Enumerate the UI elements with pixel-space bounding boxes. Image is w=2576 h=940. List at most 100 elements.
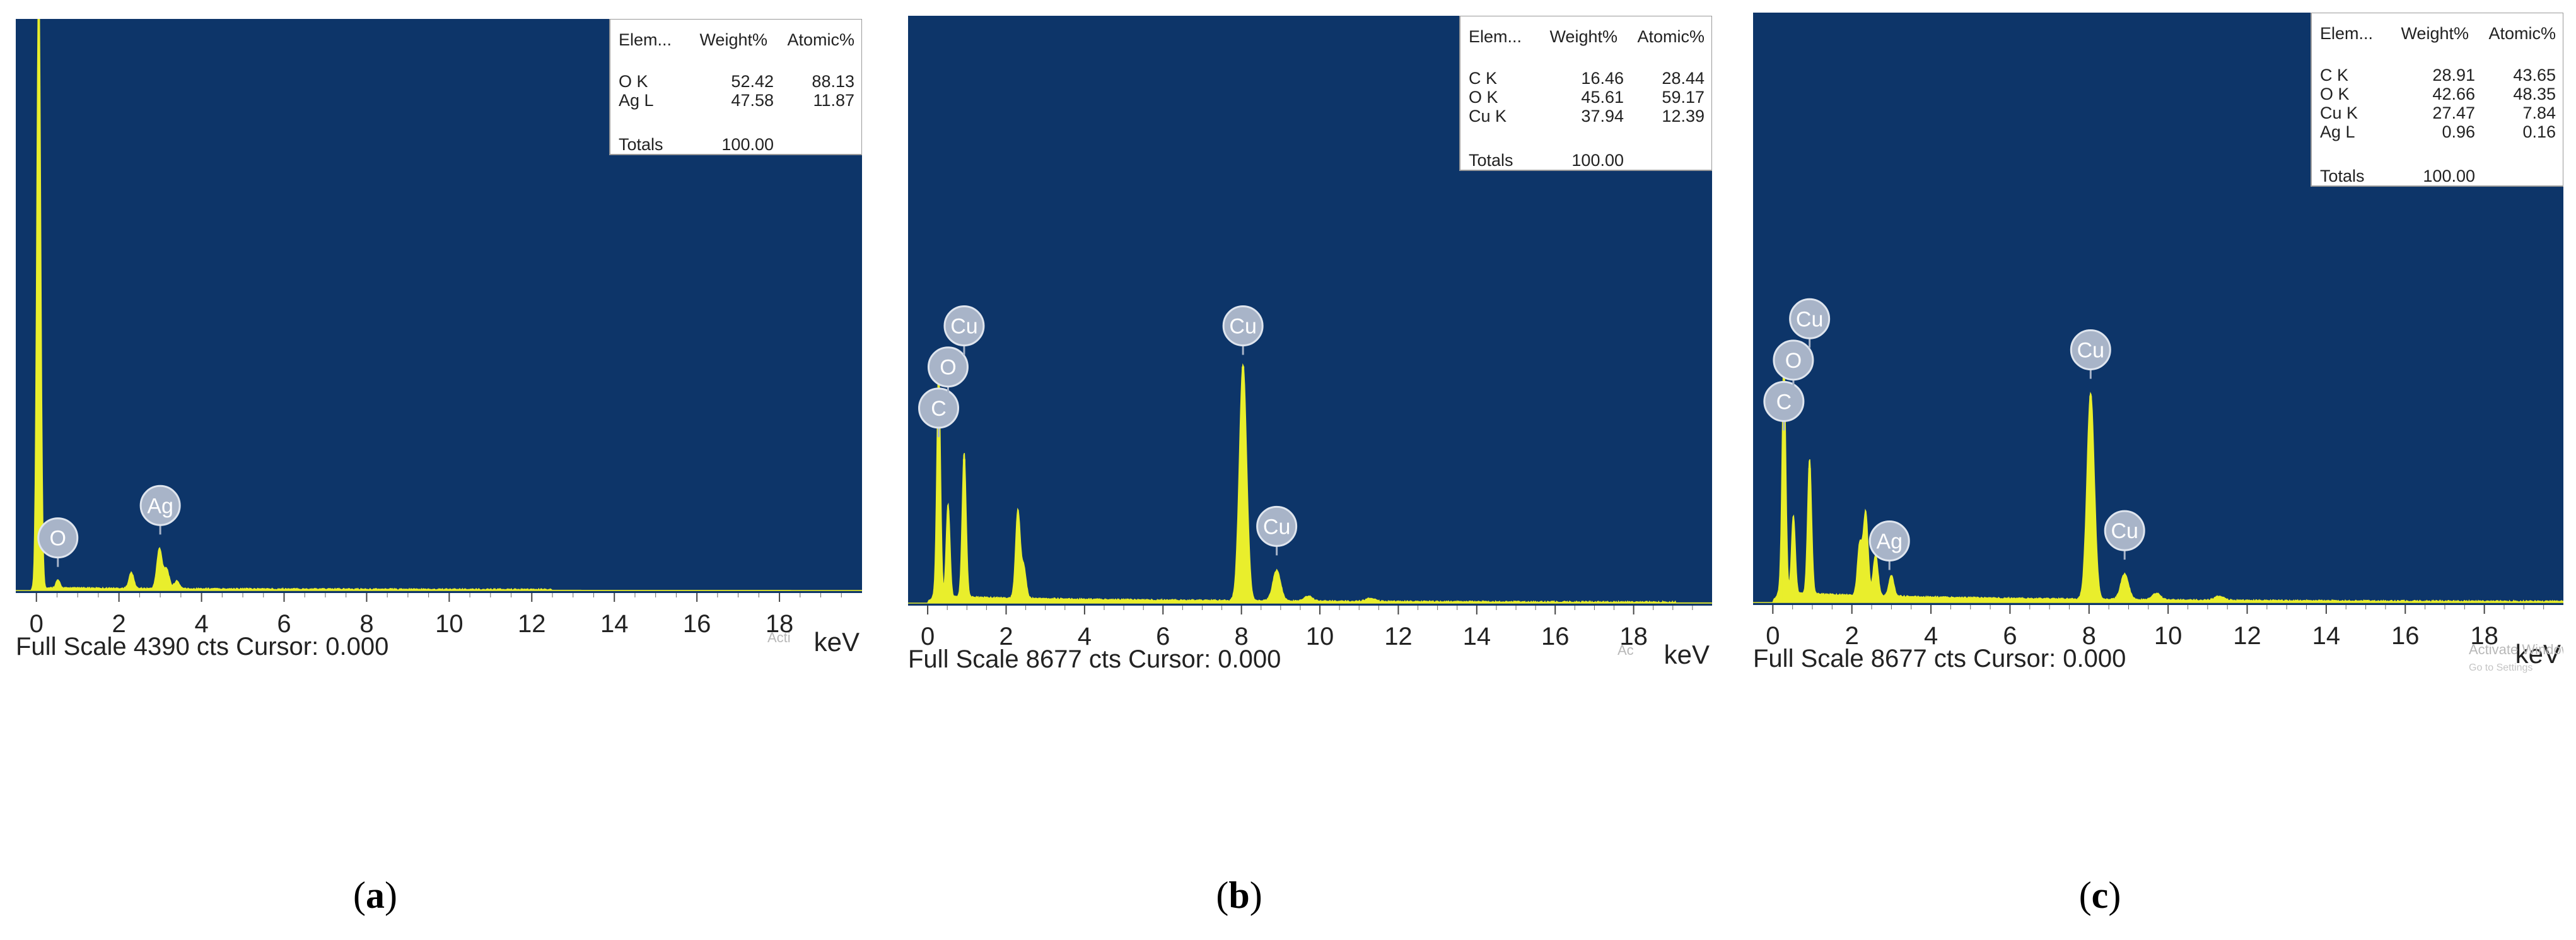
full-scale-footer: Full Scale 8677 cts Cursor: 0.000 xyxy=(908,645,1281,673)
element-label: O xyxy=(1785,349,1802,373)
table-header: Weight% xyxy=(699,30,767,49)
caption-a: (a) xyxy=(353,874,397,916)
table-header: Atomic% xyxy=(2488,24,2556,43)
eds-panel-a: 0 2 4 6 8 10 12 14 16 18 keV Full Scale 4390 cts Cu… xyxy=(16,0,863,735)
x-tick-label: 16 xyxy=(1541,623,1570,650)
x-tick-label: 0 xyxy=(921,623,935,650)
composition-table xyxy=(2311,12,2564,187)
eds-panel-b: 0 2 4 6 8 10 12 14 16 18 keV Full Scale 8677 cts Cu… xyxy=(908,15,1713,751)
element-marker xyxy=(927,346,969,388)
element-marker xyxy=(1256,505,1298,547)
table-header: Elem... xyxy=(2320,24,2373,43)
x-tick-label: 12 xyxy=(1384,623,1413,650)
totals-label: Totals xyxy=(1469,151,1513,170)
x-tick-label: 6 xyxy=(1156,623,1170,650)
eds-chart: 0 2 4 6 8 10 12 14 16 18 keV Full Scale 8677 cts Cu… xyxy=(908,15,1713,673)
element-label: Cu xyxy=(1263,515,1290,539)
x-tick-label: 0 xyxy=(30,610,44,638)
element-label: Ag xyxy=(147,494,173,518)
table-cell: 47.58 xyxy=(731,91,774,110)
table-cell: 11.87 xyxy=(813,91,854,110)
element-marker xyxy=(2104,510,2145,551)
x-tick-label: 4 xyxy=(1924,622,1938,650)
table-cell: 16.46 xyxy=(1581,69,1624,88)
composition-table xyxy=(1459,15,1713,171)
element-marker xyxy=(1222,305,1264,346)
element-label: C xyxy=(931,397,947,421)
table-header: Elem... xyxy=(619,30,672,49)
eds-panel-c: 0 2 4 6 8 10 12 14 16 18 keV Full Scale 8677 cts Cu… xyxy=(1753,12,2576,751)
element-marker xyxy=(1789,298,1831,339)
table-cell: 37.94 xyxy=(1581,107,1624,126)
watermark: Activate Windows xyxy=(2469,642,2563,657)
caption-c: (c) xyxy=(2078,874,2121,916)
x-tick-label: 18 xyxy=(2470,622,2498,650)
element-marker xyxy=(37,517,79,559)
x-axis-label: keV xyxy=(2515,639,2561,669)
spectrum-trace xyxy=(16,0,863,592)
spectrum-trace xyxy=(1753,361,2564,603)
watermark: Ac xyxy=(1617,642,1634,658)
table-cell: 12.39 xyxy=(1662,107,1705,126)
x-tick-label: 10 xyxy=(435,610,463,638)
spectrum-trace xyxy=(908,363,1713,604)
table-header: Weight% xyxy=(1549,27,1617,46)
totals-label: Totals xyxy=(619,135,663,154)
x-tick-label: 2 xyxy=(999,623,1013,650)
watermark-sub: Go to Settings xyxy=(2469,662,2532,673)
element-marker xyxy=(139,485,181,526)
table-cell: 45.61 xyxy=(1581,88,1624,107)
x-tick-label: 14 xyxy=(2312,622,2341,650)
caption-b: (b) xyxy=(1216,874,1262,916)
element-label: O xyxy=(940,356,956,380)
totals-value: 100.00 xyxy=(2423,167,2475,185)
x-tick-label: 16 xyxy=(683,610,711,638)
x-tick-label: 16 xyxy=(2391,622,2420,650)
table-cell: 7.84 xyxy=(2522,103,2556,122)
element-label: Ag xyxy=(1876,529,1903,553)
full-scale-footer: Full Scale 8677 cts Cursor: 0.000 xyxy=(1753,645,2126,673)
x-tick-label: 4 xyxy=(194,610,208,638)
table-cell: Cu K xyxy=(1469,107,1507,126)
watermark: Acti xyxy=(767,630,791,645)
element-marker xyxy=(1868,520,1910,561)
x-tick-label: 14 xyxy=(1463,623,1491,650)
x-tick-label: 2 xyxy=(112,610,126,638)
eds-chart: 0 2 4 6 8 10 12 14 16 18 keV Full Scale 4390 cts Cu… xyxy=(16,0,863,661)
full-scale-footer: Full Scale 4390 cts Cursor: 0.000 xyxy=(16,633,388,661)
element-label: Cu xyxy=(2111,519,2138,543)
x-tick-label: 8 xyxy=(2082,622,2096,650)
table-cell: 88.13 xyxy=(812,72,854,91)
table-cell: 52.42 xyxy=(731,72,774,91)
table-cell: C K xyxy=(1469,69,1497,88)
table-cell: 48.35 xyxy=(2513,85,2556,103)
element-label: Cu xyxy=(950,315,977,339)
x-tick-label: 8 xyxy=(359,610,373,638)
table-header: Atomic% xyxy=(787,30,854,49)
x-tick-label: 10 xyxy=(1306,623,1334,650)
x-tick-label: 12 xyxy=(2233,622,2261,650)
element-label: O xyxy=(50,527,66,551)
eds-chart: 0 2 4 6 8 10 12 14 16 18 keV Full Scale 8677 cts Cu… xyxy=(1753,12,2576,673)
element-marker xyxy=(1773,339,1814,381)
table-cell: O K xyxy=(2320,85,2350,103)
x-tick-label: 10 xyxy=(2154,622,2183,650)
x-axis-label: keV xyxy=(1664,640,1710,669)
table-cell: Cu K xyxy=(2320,103,2358,122)
composition-table xyxy=(609,18,863,155)
x-tick-label: 14 xyxy=(600,610,629,638)
table-cell: 27.47 xyxy=(2432,103,2475,122)
table-cell: Ag L xyxy=(619,91,654,110)
table-cell: 0.16 xyxy=(2522,122,2556,141)
element-label: Cu xyxy=(1796,307,1823,331)
table-header: Atomic% xyxy=(1637,27,1705,46)
x-tick-label: 0 xyxy=(1766,622,1780,650)
element-marker xyxy=(943,305,985,346)
x-tick-label: 8 xyxy=(1235,623,1249,650)
table-cell: O K xyxy=(619,72,648,91)
element-marker xyxy=(2070,329,2111,370)
table-cell: C K xyxy=(2320,66,2348,85)
table-cell: 59.17 xyxy=(1662,88,1705,107)
element-label: Cu xyxy=(1229,315,1256,339)
totals-value: 100.00 xyxy=(721,135,774,154)
